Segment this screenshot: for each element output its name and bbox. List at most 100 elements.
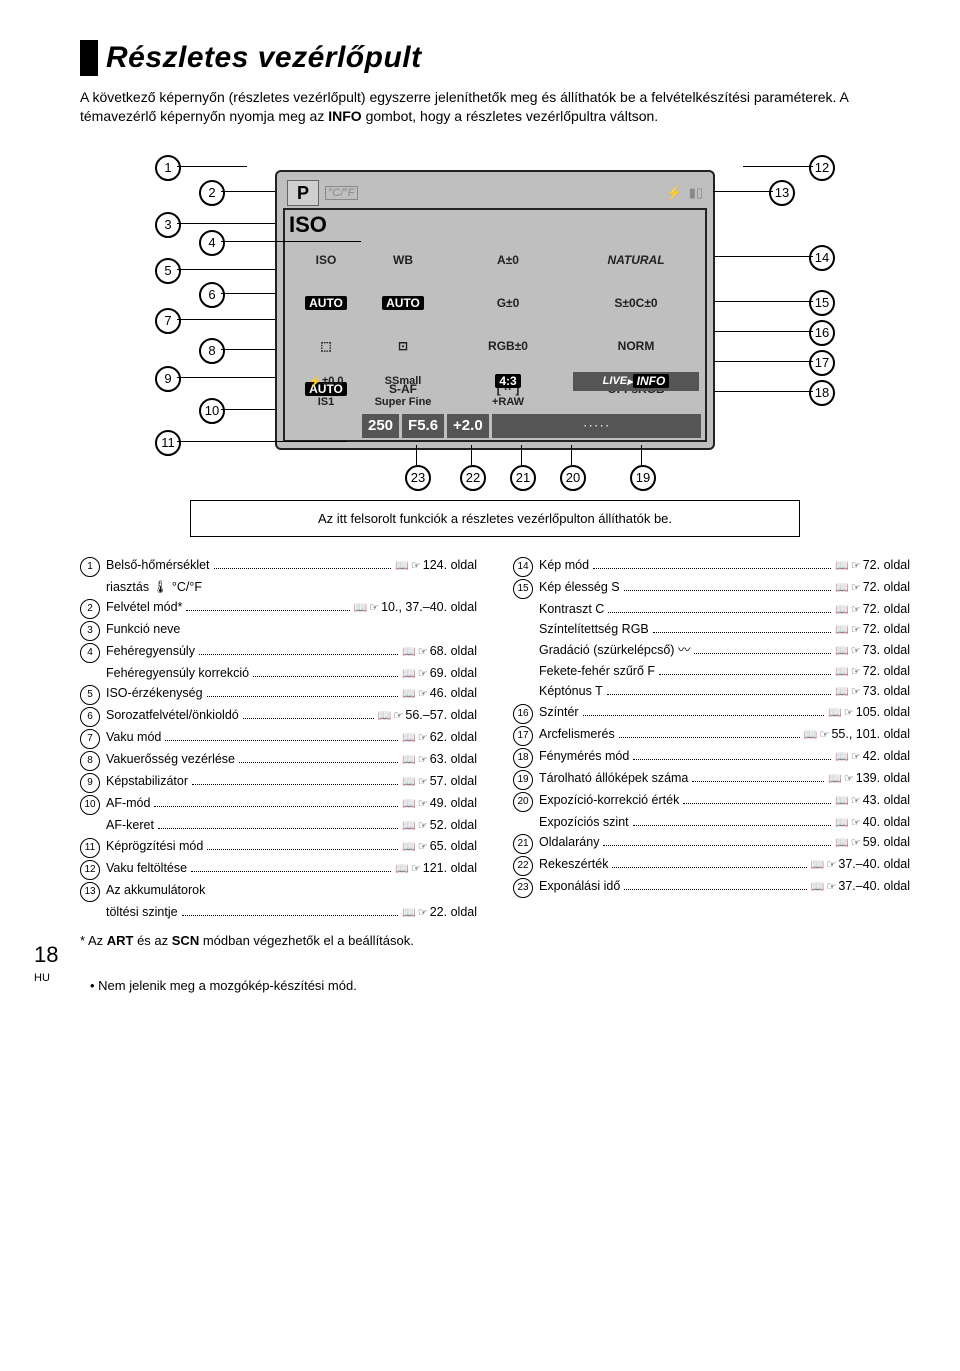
dots-leader [207, 696, 399, 697]
lcd-scale: · · · · · [492, 414, 701, 438]
item-page: 37.–40. oldal [811, 876, 910, 897]
book-icon [835, 681, 849, 702]
leader-15 [715, 301, 813, 302]
item-number: 15 [513, 579, 533, 599]
fn-suffix: módban végezhetők el a beállítások. [199, 933, 414, 948]
pointer-icon [411, 858, 421, 879]
callout-15: 15 [809, 290, 835, 316]
lcd-c0: C±0 [636, 296, 658, 310]
list-item: 23Exponálási idő 37.–40. oldal [513, 876, 910, 898]
item-label: Vakuerősség vezérlése [106, 749, 235, 769]
item-number: 20 [513, 792, 533, 812]
item-page: 43. oldal [835, 790, 910, 811]
dots-leader [158, 828, 398, 829]
caption-box: Az itt felsorolt funkciók a részletes ve… [190, 500, 800, 537]
leader-2 [221, 191, 275, 192]
leader-8 [221, 349, 275, 350]
pointer-icon [827, 876, 837, 897]
callout-11: 11 [155, 430, 181, 456]
item-number: 23 [513, 878, 533, 898]
pointer-icon [418, 771, 428, 792]
pointer-icon [394, 705, 404, 726]
list-item: 11Képrögzítési mód 65. oldal [80, 836, 477, 858]
list-item: riasztás 🌡 °C/°F [80, 577, 477, 597]
pointer-icon [851, 577, 861, 598]
item-label: töltési szintje [106, 902, 178, 922]
lcd-wb-text: WB [393, 253, 413, 267]
item-label: Expozíció-korrekció érték [539, 790, 679, 810]
callout-14: 14 [809, 245, 835, 271]
item-label: Vaku feltöltése [106, 858, 187, 878]
pointer-icon [418, 836, 428, 857]
item-page: 72. oldal [835, 577, 910, 598]
item-page: 10., 37.–40. oldal [354, 597, 478, 618]
dots-leader [603, 845, 831, 846]
manual-page: Részletes vezérlőpult A következő képern… [0, 0, 960, 1013]
footnote: * Az ART és az SCN módban végezhetők el … [80, 933, 910, 948]
list-item: 9Képstabilizátor 57. oldal [80, 771, 477, 793]
book-icon [828, 768, 842, 789]
intro-paragraph: A következő képernyőn (részletes vezérlő… [80, 88, 910, 126]
lcd-blank3 [573, 393, 699, 412]
list-item: 16Színtér 105. oldal [513, 702, 910, 724]
item-number: 14 [513, 557, 533, 577]
dots-leader [186, 610, 349, 611]
item-page: 69. oldal [402, 663, 477, 684]
book-icon [402, 771, 416, 792]
callout-10: 10 [199, 398, 225, 424]
item-number: 5 [80, 685, 100, 705]
lcd-sc: S±0 C±0 [573, 283, 699, 324]
callout-12: 12 [809, 155, 835, 181]
dots-leader [583, 715, 825, 716]
item-label: Fénymérés mód [539, 746, 629, 766]
chip-auto1: AUTO [305, 296, 347, 310]
item-page: 62. oldal [402, 727, 477, 748]
lcd-midrows: ⚡±0.0 SSmall 4:3 LIVE▸INFO IS1 Super Fin… [291, 372, 699, 412]
pointer-icon [851, 790, 861, 811]
lcd-is1: IS1 [291, 393, 361, 412]
lcd-ratio: 4:3 [445, 372, 571, 391]
item-page: 65. oldal [402, 836, 477, 857]
item-label: Az akkumulátorok [106, 880, 205, 900]
item-number: 16 [513, 704, 533, 724]
item-page: 46. oldal [402, 683, 477, 704]
lcd-superfine: Super Fine [363, 393, 443, 412]
item-number: 1 [80, 557, 100, 577]
list-item: Expozíciós szint 40. oldal [513, 812, 910, 833]
item-page: 121. oldal [395, 858, 477, 879]
lcd-wb: WB [363, 240, 443, 281]
book-icon [402, 683, 416, 704]
lcd-auto1: AUTO [291, 283, 361, 324]
dots-leader [253, 676, 398, 677]
book-icon [835, 790, 849, 811]
pointer-icon [851, 681, 861, 702]
lcd-s0: S±0 [614, 296, 635, 310]
item-number: 22 [513, 856, 533, 876]
dots-leader [608, 612, 831, 613]
vleader-21 [521, 445, 522, 465]
item-number: 11 [80, 838, 100, 858]
book-icon [395, 858, 409, 879]
item-number: 17 [513, 726, 533, 746]
item-number: 7 [80, 729, 100, 749]
book-icon [835, 832, 849, 853]
item-label: Képstabilizátor [106, 771, 188, 791]
book-icon [835, 812, 849, 833]
book-icon [402, 641, 416, 662]
dots-leader [619, 737, 800, 738]
callout-3: 3 [155, 212, 181, 238]
list-item: 20 Expozíció-korrekció érték 43. oldal [513, 790, 910, 812]
item-label: Kép élesség S [539, 577, 620, 597]
list-item: töltési szintje 22. oldal [80, 902, 477, 923]
pointer-icon [411, 555, 421, 576]
leader-14 [715, 256, 813, 257]
item-label: Arcfelismerés [539, 724, 615, 744]
item-page: 72. oldal [835, 661, 910, 682]
lcd-g0: G±0 [445, 283, 571, 324]
pointer-icon [820, 724, 830, 745]
pointer-icon [418, 641, 428, 662]
book-icon [402, 749, 416, 770]
callout-19: 19 [630, 465, 656, 491]
lcd-iso-text: ISO [316, 253, 337, 267]
item-page: 49. oldal [402, 793, 477, 814]
